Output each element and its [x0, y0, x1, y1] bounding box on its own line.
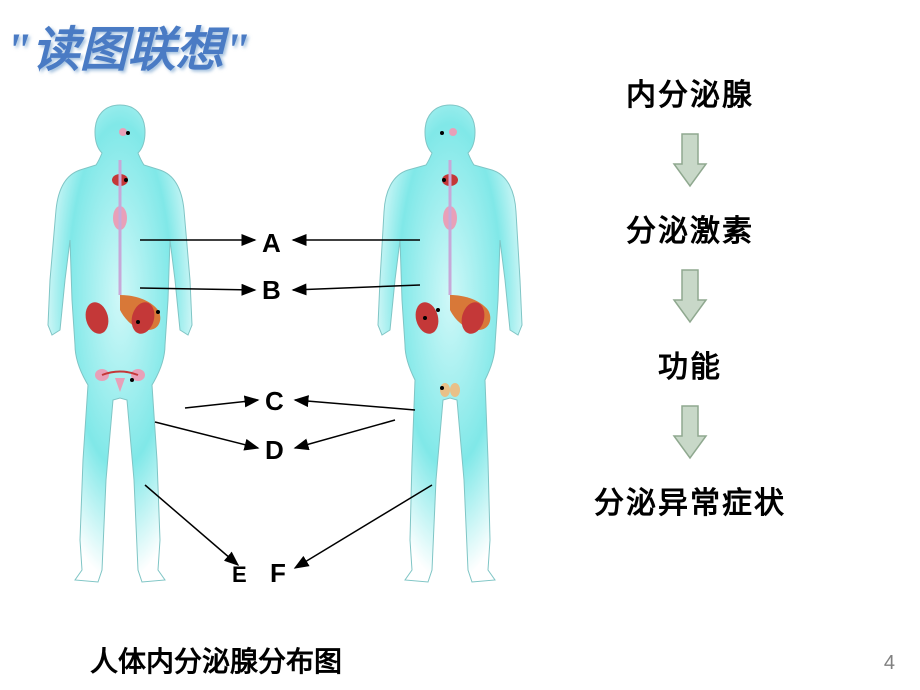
label-E: E [232, 562, 247, 588]
down-arrow-icon [672, 268, 708, 324]
label-A: A [262, 228, 281, 259]
arrows-overlay [20, 100, 550, 620]
label-B: B [262, 275, 281, 306]
flow-chart: 内分泌腺 分泌激素 功能 分泌异常症状 [570, 70, 810, 522]
figures-area: A B C D E F [20, 100, 550, 620]
title: "读图联想" [5, 10, 250, 80]
flow-step-1: 内分泌腺 [626, 70, 754, 114]
label-D: D [265, 435, 284, 466]
flow-step-3: 功能 [658, 342, 722, 386]
down-arrow-icon [672, 404, 708, 460]
flow-step-2: 分泌激素 [626, 206, 754, 250]
label-C: C [265, 386, 284, 417]
flow-step-4: 分泌异常症状 [594, 478, 786, 522]
page-number: 4 [884, 652, 895, 675]
down-arrow-icon [672, 132, 708, 188]
diagram-caption: 人体内分泌腺分布图 [90, 640, 342, 680]
label-F: F [270, 558, 286, 589]
